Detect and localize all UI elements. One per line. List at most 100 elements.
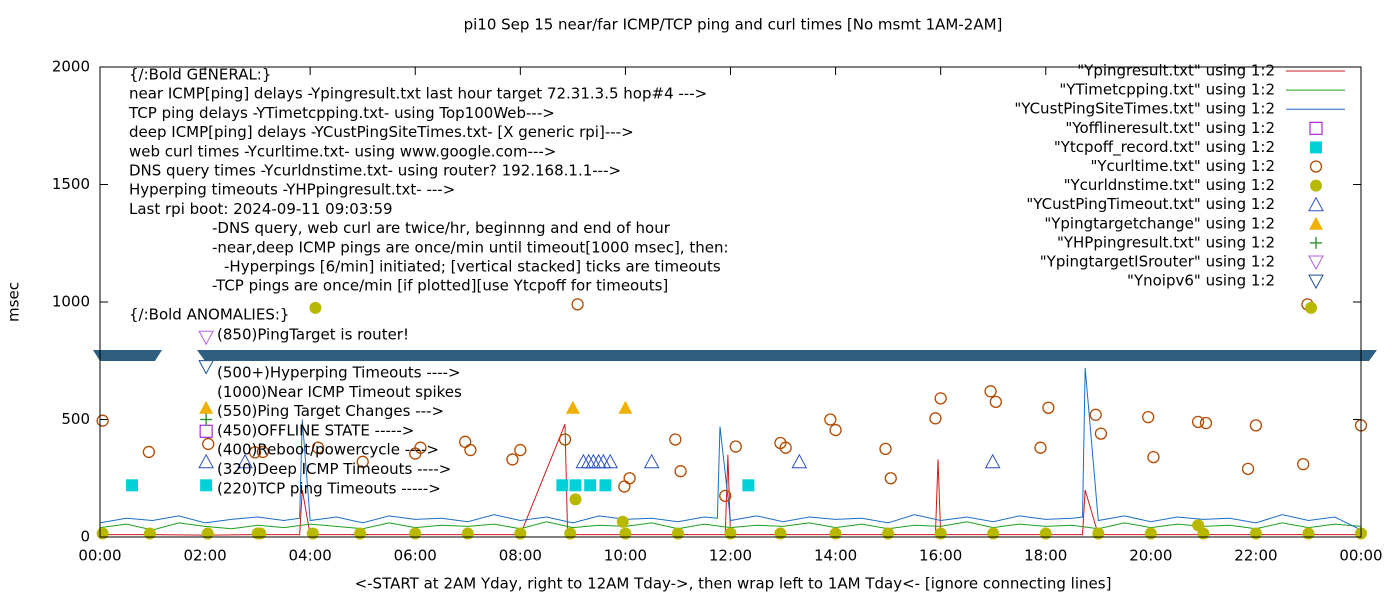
marker-square — [1310, 141, 1322, 154]
marker-circle — [464, 443, 477, 457]
annotation: -DNS query, web curl are twice/hr, begin… — [212, 219, 671, 237]
marker-dot — [564, 527, 577, 540]
x-tick-label: 14:00 — [814, 547, 857, 565]
marker-circle — [459, 435, 472, 448]
marker-circle — [824, 413, 837, 426]
marker-triangle — [643, 453, 660, 469]
marker-circle — [1241, 462, 1255, 476]
annotation: near ICMP[ping] delays -Ypingresult.txt … — [129, 85, 707, 103]
x-tick-label: 04:00 — [289, 547, 332, 565]
marker-circle — [879, 442, 892, 456]
marker-circle — [514, 443, 527, 457]
legend-label: "YCustPingSiteTimes.txt" using 1:2 — [1014, 100, 1275, 118]
marker-dot — [934, 527, 947, 540]
legend-label: "Ycurltime.txt" using 1:2 — [1090, 157, 1275, 175]
marker-dot — [354, 527, 367, 540]
annotation: {/:Bold ANOMALIES:} — [129, 306, 289, 324]
marker-square — [556, 479, 569, 492]
marker-dot — [1144, 527, 1157, 540]
marker-circle — [829, 423, 842, 437]
marker-circle — [1094, 427, 1108, 440]
legend-label: "YpingtargetISrouter" using 1:2 — [1040, 253, 1275, 271]
marker-circle — [1249, 419, 1263, 432]
marker-dot — [1039, 527, 1052, 540]
marker-dot — [1197, 527, 1210, 540]
marker-triangle — [575, 453, 592, 469]
x-tick-label: 06:00 — [394, 547, 437, 565]
annotation: Hyperping timeouts -YHPpingresult.txt- -… — [129, 181, 455, 199]
marker-square — [584, 479, 597, 492]
series-line — [99, 367, 1362, 531]
marker-dot — [569, 493, 582, 506]
y-tick-label: 0 — [80, 528, 90, 546]
marker-dot — [306, 527, 319, 540]
marker-triangle — [585, 453, 602, 469]
marker-dot — [96, 527, 109, 540]
annotation: -TCP pings are once/min [if plotted][use… — [212, 277, 668, 295]
marker-triangle — [595, 453, 612, 469]
y-axis-label: msec — [5, 282, 23, 322]
marker-circle — [779, 441, 792, 454]
marker-triangle — [1308, 196, 1324, 212]
marker-dot — [671, 527, 684, 540]
marker-circle — [929, 412, 942, 425]
marker-circle — [414, 441, 427, 454]
marker-circle — [1309, 160, 1323, 173]
marker-triangle — [602, 453, 619, 469]
x-tick-label: 02:00 — [183, 547, 226, 565]
x-tick-label: 08:00 — [499, 547, 542, 565]
x-tick-label: 00:00 — [78, 547, 121, 565]
marker-circle — [623, 472, 636, 485]
marker-triangle-down — [198, 330, 214, 346]
marker-triangle — [590, 453, 607, 469]
marker-dot — [1310, 179, 1322, 192]
marker-dot — [461, 527, 474, 540]
marker-dot — [882, 527, 895, 540]
marker-circle — [356, 455, 369, 468]
marker-circle — [202, 437, 215, 451]
annotation: (320)Deep ICMP Timeouts ----> — [217, 460, 451, 478]
marker-dot — [1302, 527, 1315, 540]
annotation: (550)Ping Target Changes ---> — [217, 402, 444, 420]
marker-circle — [1034, 441, 1047, 454]
marker-square — [569, 479, 582, 492]
annotation: (1000)Near ICMP Timeout spikes — [217, 383, 462, 401]
marker-circle — [1297, 457, 1310, 471]
break-band-right — [197, 350, 1377, 361]
y-tick-label: 500 — [61, 410, 90, 428]
plot-area: 0 500 1000 1500 2000 00:00 02:00 04:00 06:00 08:0… — [52, 58, 1383, 565]
marker-circle — [1199, 416, 1213, 430]
annotation: -near,deep ICMP pings are once/min until… — [212, 238, 729, 256]
marker-circle — [1147, 450, 1160, 464]
marker-dot — [201, 527, 214, 540]
marker-circle — [142, 445, 156, 459]
x-tick-label: 18:00 — [1024, 547, 1067, 565]
marker-circle — [96, 414, 109, 427]
marker-circle — [1042, 401, 1055, 414]
plot-border — [99, 66, 1362, 538]
chart-title: pi10 Sep 15 near/far ICMP/TCP ping and c… — [464, 16, 1003, 34]
marker-square — [742, 479, 755, 492]
x-tick-label: 20:00 — [1129, 547, 1172, 565]
annotation: TCP ping delays -YTimetcpping.txt- using… — [128, 104, 555, 122]
marker-square — [599, 479, 612, 492]
marker-triangle — [237, 453, 253, 469]
marker-dot — [987, 527, 1000, 540]
marker-circle — [618, 480, 631, 493]
marker-circle — [1191, 415, 1205, 429]
marker-circle — [989, 395, 1002, 409]
marker-triangle — [618, 400, 633, 414]
series-line — [100, 424, 1361, 536]
marker-dot — [774, 527, 787, 540]
legend-label: "YHPpingresult.txt" using 1:2 — [1057, 233, 1275, 251]
marker-triangle — [580, 453, 597, 469]
marker-triangle — [199, 400, 214, 414]
marker-circle — [1089, 408, 1102, 421]
annotation: DNS query times -Ycurldnstime.txt- using… — [129, 162, 621, 180]
marker-dot — [1249, 527, 1262, 540]
annotation: web curl times -Ycurltime.txt- using www… — [129, 142, 556, 160]
annotation: deep ICMP[ping] delays -YCustPingSiteTim… — [129, 123, 634, 141]
marker-circle — [256, 445, 270, 459]
marker-triangle — [1309, 216, 1323, 230]
